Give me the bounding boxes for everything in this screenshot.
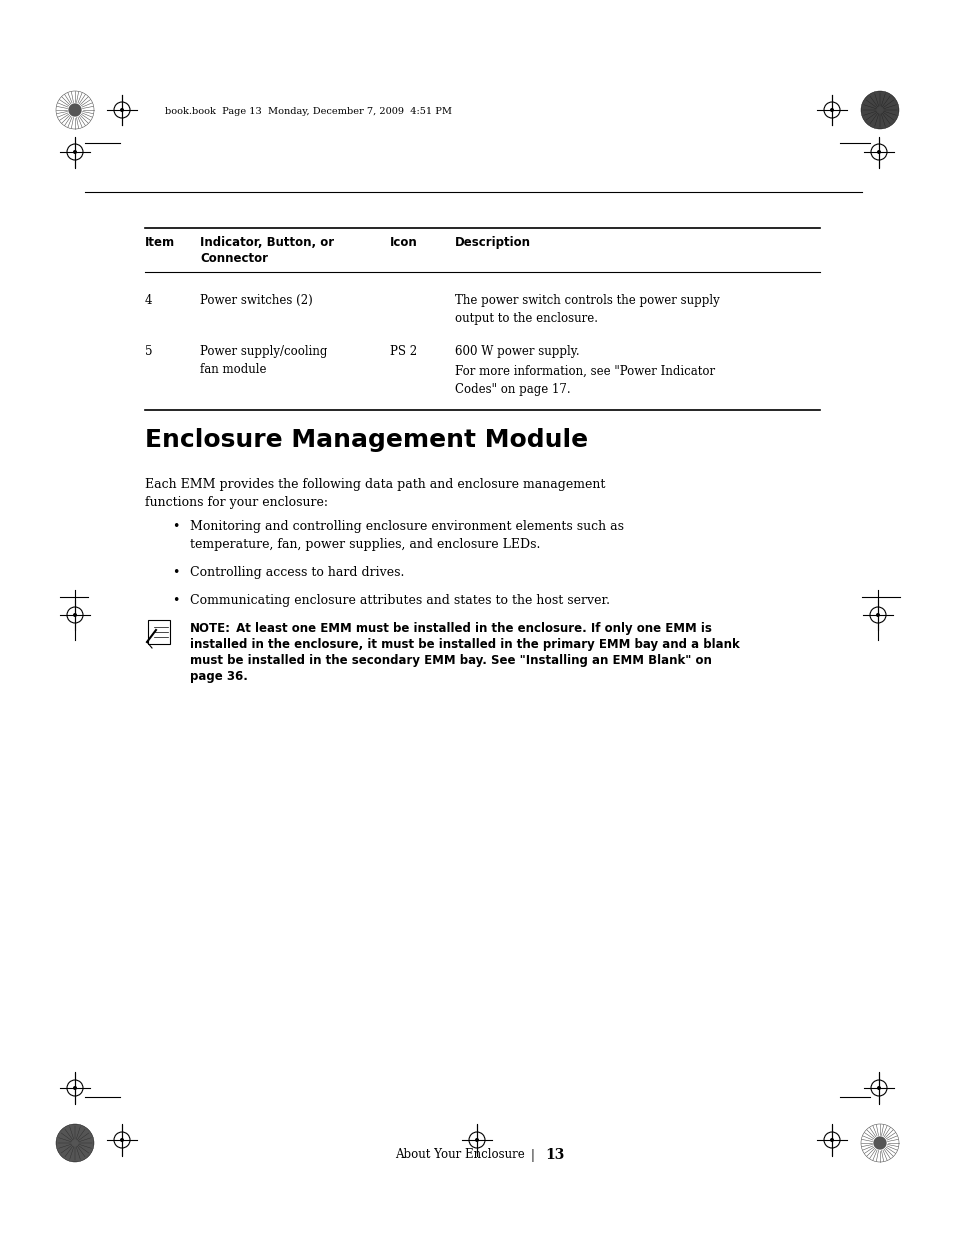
Text: NOTE:: NOTE: bbox=[190, 622, 231, 635]
Circle shape bbox=[875, 613, 879, 618]
Text: 4: 4 bbox=[145, 294, 152, 308]
Circle shape bbox=[56, 1124, 94, 1162]
Text: 13: 13 bbox=[544, 1149, 564, 1162]
Text: Enclosure Management Module: Enclosure Management Module bbox=[145, 429, 587, 452]
Text: Power switches (2): Power switches (2) bbox=[200, 294, 313, 308]
Text: •: • bbox=[172, 520, 179, 534]
Text: About Your Enclosure: About Your Enclosure bbox=[395, 1149, 524, 1161]
Circle shape bbox=[475, 1137, 478, 1142]
Text: PS 2: PS 2 bbox=[390, 345, 416, 358]
Text: Communicating enclosure attributes and states to the host server.: Communicating enclosure attributes and s… bbox=[190, 594, 609, 606]
Text: page 36.: page 36. bbox=[190, 671, 248, 683]
Text: For more information, see "Power Indicator
Codes" on page 17.: For more information, see "Power Indicat… bbox=[455, 366, 715, 396]
Text: Connector: Connector bbox=[200, 252, 268, 266]
Text: installed in the enclosure, it must be installed in the primary EMM bay and a bl: installed in the enclosure, it must be i… bbox=[190, 638, 739, 651]
Text: must be installed in the secondary EMM bay. See "Installing an EMM Blank" on: must be installed in the secondary EMM b… bbox=[190, 655, 711, 667]
Circle shape bbox=[73, 149, 77, 154]
Text: At least one EMM must be installed in the enclosure. If only one EMM is: At least one EMM must be installed in th… bbox=[232, 622, 711, 635]
Text: •: • bbox=[172, 566, 179, 579]
Text: The power switch controls the power supply
output to the enclosure.: The power switch controls the power supp… bbox=[455, 294, 719, 325]
Circle shape bbox=[120, 1137, 124, 1142]
Text: Item: Item bbox=[145, 236, 175, 249]
Text: Icon: Icon bbox=[390, 236, 417, 249]
Text: Monitoring and controlling enclosure environment elements such as
temperature, f: Monitoring and controlling enclosure env… bbox=[190, 520, 623, 551]
FancyBboxPatch shape bbox=[148, 620, 170, 643]
Circle shape bbox=[829, 107, 833, 112]
Text: •: • bbox=[172, 594, 179, 606]
Circle shape bbox=[829, 1137, 833, 1142]
Text: |: | bbox=[530, 1149, 534, 1161]
Circle shape bbox=[861, 91, 898, 128]
Text: Power supply/cooling
fan module: Power supply/cooling fan module bbox=[200, 345, 327, 375]
Circle shape bbox=[73, 613, 77, 618]
Text: 600 W power supply.: 600 W power supply. bbox=[455, 345, 579, 358]
Circle shape bbox=[876, 149, 880, 154]
Text: book.book  Page 13  Monday, December 7, 2009  4:51 PM: book.book Page 13 Monday, December 7, 20… bbox=[165, 107, 452, 116]
Text: Each EMM provides the following data path and enclosure management
functions for: Each EMM provides the following data pat… bbox=[145, 478, 605, 509]
Circle shape bbox=[69, 104, 82, 116]
Text: Indicator, Button, or: Indicator, Button, or bbox=[200, 236, 334, 249]
Circle shape bbox=[876, 1086, 880, 1091]
Text: Description: Description bbox=[455, 236, 531, 249]
Circle shape bbox=[73, 1086, 77, 1091]
Text: Controlling access to hard drives.: Controlling access to hard drives. bbox=[190, 566, 404, 579]
Circle shape bbox=[872, 1136, 885, 1150]
Text: 5: 5 bbox=[145, 345, 152, 358]
Circle shape bbox=[120, 107, 124, 112]
